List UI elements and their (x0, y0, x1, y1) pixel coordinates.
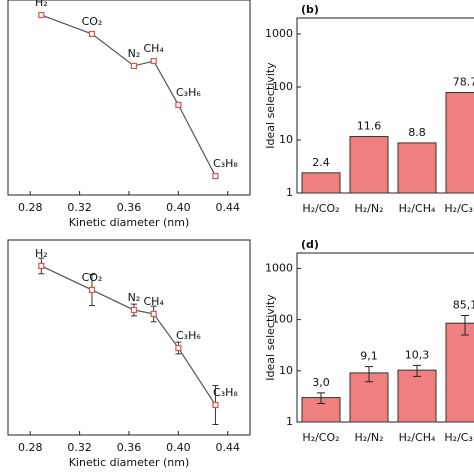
data-line (41, 265, 216, 406)
data-point (88, 286, 96, 294)
y-tick-label: 1000 (265, 27, 293, 40)
value-label: 8.8 (408, 126, 426, 139)
x-tick-label: 0.40 (166, 441, 191, 454)
y-tick-label: 10 (279, 133, 293, 146)
point-label: CH₄ (144, 42, 165, 55)
bar (445, 91, 474, 194)
x-tick-label: 0.28 (18, 441, 43, 454)
point-label: C₃H₆ (176, 86, 201, 99)
x-tick-label: 0.44 (216, 201, 241, 214)
x-axis-label: Kinetic diameter (nm) (69, 216, 190, 229)
data-line (41, 14, 216, 177)
data-point (130, 62, 138, 70)
panel-label: (b) (301, 3, 319, 16)
bar (397, 369, 437, 423)
bar (301, 172, 341, 194)
data-point (150, 310, 157, 318)
value-label: 11.6 (357, 120, 382, 133)
x-tick-label: H₂/N₂ (354, 431, 383, 444)
point-label: H₂ (35, 247, 48, 260)
x-tick-label: H₂/CH₄ (399, 202, 436, 215)
point-label: CH₄ (144, 295, 165, 308)
point-label: H₂ (35, 0, 48, 9)
value-label: 3,0 (312, 376, 330, 389)
data-point (175, 344, 182, 352)
y-tick-label: 100 (272, 313, 293, 326)
x-tick-label: 0.44 (216, 441, 241, 454)
bar (397, 142, 437, 194)
data-point (38, 11, 45, 19)
point-label: C₃H₆ (176, 329, 201, 342)
data-point (212, 401, 219, 409)
x-tick-label: 0.36 (117, 441, 142, 454)
value-label: 85,1 (453, 299, 474, 312)
y-tick-label: 10 (279, 364, 293, 377)
x-tick-label: H₂/N₂ (354, 202, 383, 215)
error-bar (365, 366, 373, 383)
point-label: CO₂ (82, 15, 103, 28)
x-tick-label: 0.32 (67, 201, 92, 214)
data-point (38, 262, 45, 270)
point-label: C₃H₈ (213, 157, 238, 170)
error-bar (317, 392, 325, 404)
x-tick-label: H₂/CO₂ (302, 202, 339, 215)
value-label: 2.4 (312, 156, 330, 169)
data-point (150, 57, 157, 65)
y-tick-label: 1 (286, 186, 293, 199)
x-tick-label: H₂/C₃H₆ (444, 431, 474, 444)
x-tick-label: H₂/CO₂ (302, 431, 339, 444)
y-axis-label: Ideal selectivity (264, 294, 277, 381)
value-label: 78.7 (453, 75, 474, 88)
y-tick-label: 1000 (265, 261, 293, 274)
value-label: 10,3 (405, 348, 430, 361)
bar (445, 322, 474, 423)
y-axis-label: Ideal selectivity (264, 62, 277, 149)
point-label: N₂ (128, 291, 141, 304)
y-tick-label: 100 (272, 80, 293, 93)
bar (349, 136, 389, 194)
data-point (88, 30, 96, 38)
point-label: N₂ (128, 47, 141, 60)
data-point (175, 101, 182, 109)
x-tick-label: 0.28 (18, 201, 43, 214)
data-point (212, 172, 219, 180)
x-tick-label: H₂/C₃H₆ (444, 202, 474, 215)
x-axis-label: Kinetic diameter (nm) (69, 456, 190, 469)
value-label: 9,1 (360, 350, 378, 363)
y-tick-label: 1 (286, 415, 293, 428)
x-tick-label: 0.32 (67, 441, 92, 454)
point-label: C₃H₈ (213, 386, 238, 399)
data-point (130, 306, 138, 314)
error-bar (461, 315, 469, 336)
panel-label: (d) (301, 238, 319, 251)
x-tick-label: 0.40 (166, 201, 191, 214)
error-bar (413, 364, 421, 377)
x-tick-label: 0.36 (117, 201, 142, 214)
x-tick-label: H₂/CH₄ (399, 431, 436, 444)
point-label: CO₂ (82, 271, 103, 284)
